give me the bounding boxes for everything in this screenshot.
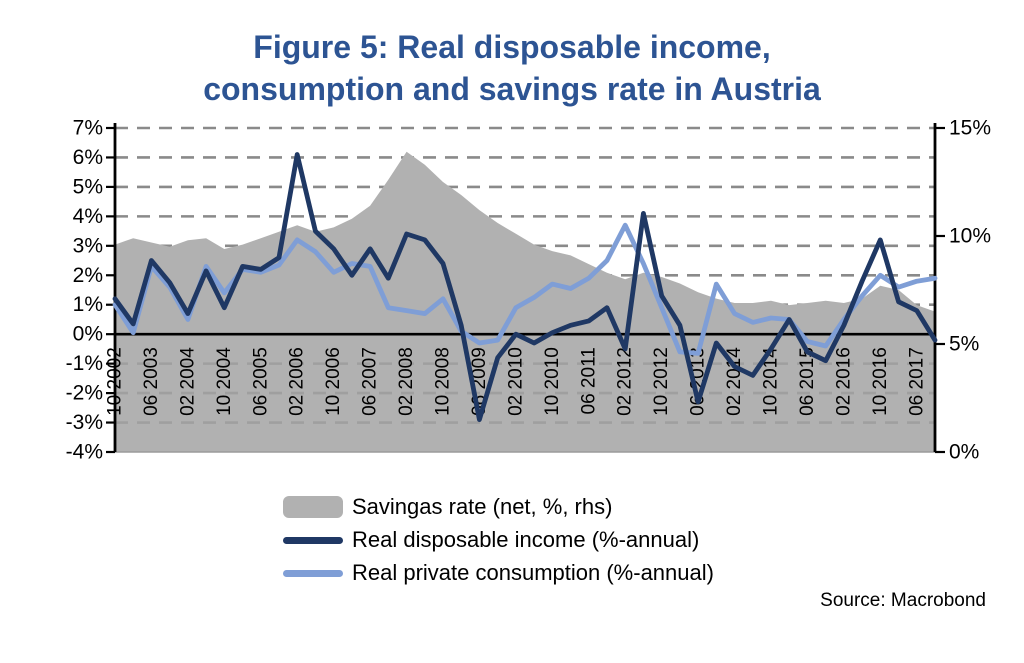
right-axis-label: 0% — [949, 441, 979, 464]
left-axis-label: 1% — [73, 293, 103, 316]
legend-swatch-consumption-line — [283, 569, 343, 577]
x-tick-label: 06 2015 — [797, 347, 818, 416]
x-tick-label: 02 2004 — [177, 347, 198, 416]
source-note: Source: Macrobond — [820, 590, 986, 611]
left-axis-label: -2% — [66, 382, 103, 405]
legend-item-savings: Savingas rate (net, %, rhs) — [283, 494, 714, 519]
consumption-line-series — [112, 222, 938, 356]
left-axis-label: 6% — [73, 146, 103, 169]
legend-label-consumption: Real private consumption (%-annual) — [352, 560, 714, 585]
x-tick-label: 10 2008 — [433, 347, 454, 416]
x-tick-label: 06 2013 — [688, 347, 709, 416]
chart-title-line2: consumption and savings rate in Austria — [203, 71, 821, 107]
x-tick-label: 06 2007 — [360, 347, 381, 416]
x-tick-label: 06 2003 — [141, 347, 162, 416]
left-axis-label: 5% — [73, 175, 103, 198]
chart-title: Figure 5: Real disposable income, consum… — [0, 26, 1024, 110]
income-line-series — [112, 152, 938, 423]
left-axis-label: -1% — [66, 352, 103, 375]
x-tick-label: 02 2016 — [833, 347, 854, 416]
x-tick-label: 10 2014 — [761, 347, 782, 416]
left-axis-label: 0% — [73, 323, 103, 346]
x-tick-label: 10 2012 — [651, 347, 672, 416]
left-axis-label: 4% — [73, 205, 103, 228]
legend-swatch-income-line — [283, 536, 343, 544]
chart-legend: Savingas rate (net, %, rhs) Real disposa… — [283, 494, 714, 585]
x-tick-label: 06 2017 — [906, 347, 927, 416]
x-tick-label: 02 2012 — [615, 347, 636, 416]
x-tick-label: 02 2008 — [396, 347, 417, 416]
legend-item-consumption: Real private consumption (%-annual) — [283, 560, 714, 585]
left-axis-label: 7% — [73, 117, 103, 140]
x-tick-label: 10 2004 — [214, 347, 235, 416]
x-tick-label: 02 2014 — [724, 347, 745, 416]
left-axis-label: 2% — [73, 264, 103, 287]
x-tick-label: 10 2016 — [870, 347, 891, 416]
x-tick-label: 06 2005 — [250, 347, 271, 416]
left-axis-label: 3% — [73, 234, 103, 257]
right-axis-label: 5% — [949, 333, 979, 356]
left-axis-label: -4% — [66, 441, 103, 464]
right-axis-label: 10% — [949, 225, 991, 248]
legend-swatch-savings-area — [283, 496, 343, 518]
x-tick-label: 10 2010 — [542, 347, 563, 416]
x-tick-label: 02 2006 — [287, 347, 308, 416]
legend-label-income: Real disposable income (%-annual) — [352, 527, 700, 552]
chart-title-line1: Figure 5: Real disposable income, — [253, 29, 771, 65]
legend-label-savings: Savingas rate (net, %, rhs) — [352, 494, 613, 519]
right-axis-label: 15% — [949, 117, 991, 140]
left-axis-label: -3% — [66, 411, 103, 434]
x-tick-label: 10 2006 — [323, 347, 344, 416]
x-tick-label: 06 2011 — [578, 347, 599, 414]
x-tick-label: 02 2010 — [505, 347, 526, 416]
legend-item-income: Real disposable income (%-annual) — [283, 527, 714, 552]
